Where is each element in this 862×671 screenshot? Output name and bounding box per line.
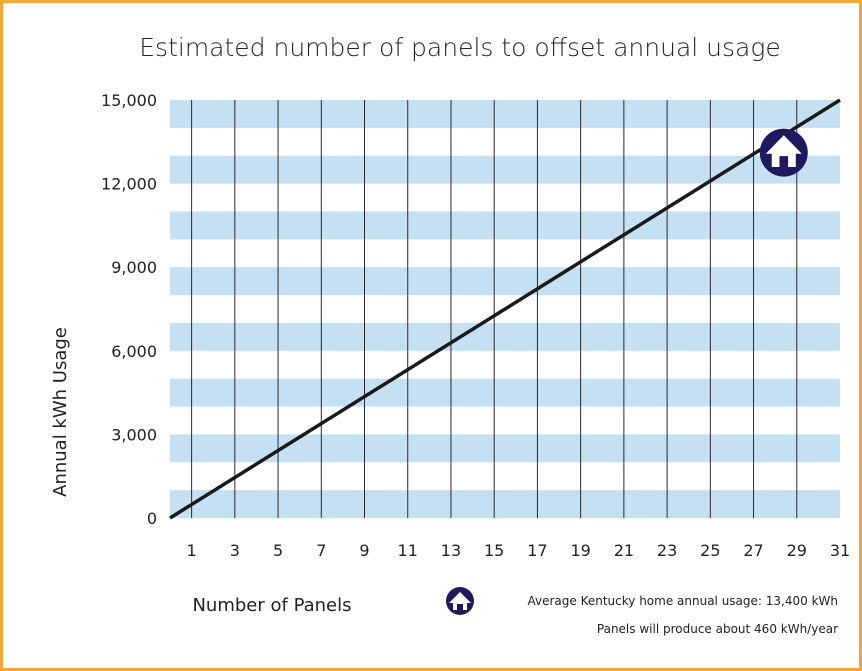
x-tick-label: 15 — [484, 541, 504, 560]
legend-note-production: Panels will produce about 460 kWh/year — [597, 622, 838, 636]
x-tick-label: 27 — [743, 541, 763, 560]
band — [170, 378, 840, 407]
x-tick-label: 3 — [230, 541, 240, 560]
y-tick-label: 0 — [147, 509, 157, 528]
series-line — [169, 98, 841, 520]
band — [170, 100, 840, 128]
house-icon-glyph — [765, 135, 802, 167]
plot-bands — [170, 100, 840, 518]
x-tick-labels: 1 3 5 7 9 11 13 15 17 19 21 23 25 27 29 31 — [187, 541, 851, 560]
x-tick-label: 23 — [657, 541, 677, 560]
band — [170, 267, 840, 296]
legend-house-icon — [446, 587, 474, 615]
band — [170, 490, 840, 518]
series-lines — [169, 98, 841, 520]
band — [170, 211, 840, 240]
x-tick-label: 11 — [398, 541, 418, 560]
x-tick-label: 19 — [570, 541, 590, 560]
x-tick-label: 7 — [316, 541, 326, 560]
x-tick-label: 13 — [441, 541, 461, 560]
y-tick-labels: 0 3,000 6,000 9,000 12,000 15,000 — [101, 91, 157, 528]
x-axis-label: Number of Panels — [192, 595, 351, 616]
band — [170, 322, 840, 351]
x-tick-label: 21 — [614, 541, 634, 560]
x-tick-label: 5 — [273, 541, 283, 560]
y-axis-label: Annual kWh Usage — [50, 327, 71, 497]
x-tick-label: 31 — [830, 541, 850, 560]
y-tick-label: 9,000 — [111, 258, 157, 277]
x-tick-label: 9 — [359, 541, 369, 560]
x-tick-label: 29 — [787, 541, 807, 560]
band — [170, 155, 840, 184]
chart-title: Estimated number of panels to offset ann… — [139, 33, 781, 62]
legend-note-usage: Average Kentucky home annual usage: 13,4… — [528, 594, 839, 608]
band — [170, 434, 840, 463]
house-marker — [759, 128, 808, 177]
x-tick-label: 17 — [527, 541, 547, 560]
y-tick-label: 12,000 — [101, 175, 157, 194]
x-tick-label: 1 — [187, 541, 197, 560]
vertical-gridlines — [191, 100, 798, 518]
y-tick-label: 3,000 — [111, 425, 157, 444]
y-tick-label: 6,000 — [111, 342, 157, 361]
y-tick-label: 15,000 — [101, 91, 157, 110]
x-tick-label: 25 — [700, 541, 720, 560]
